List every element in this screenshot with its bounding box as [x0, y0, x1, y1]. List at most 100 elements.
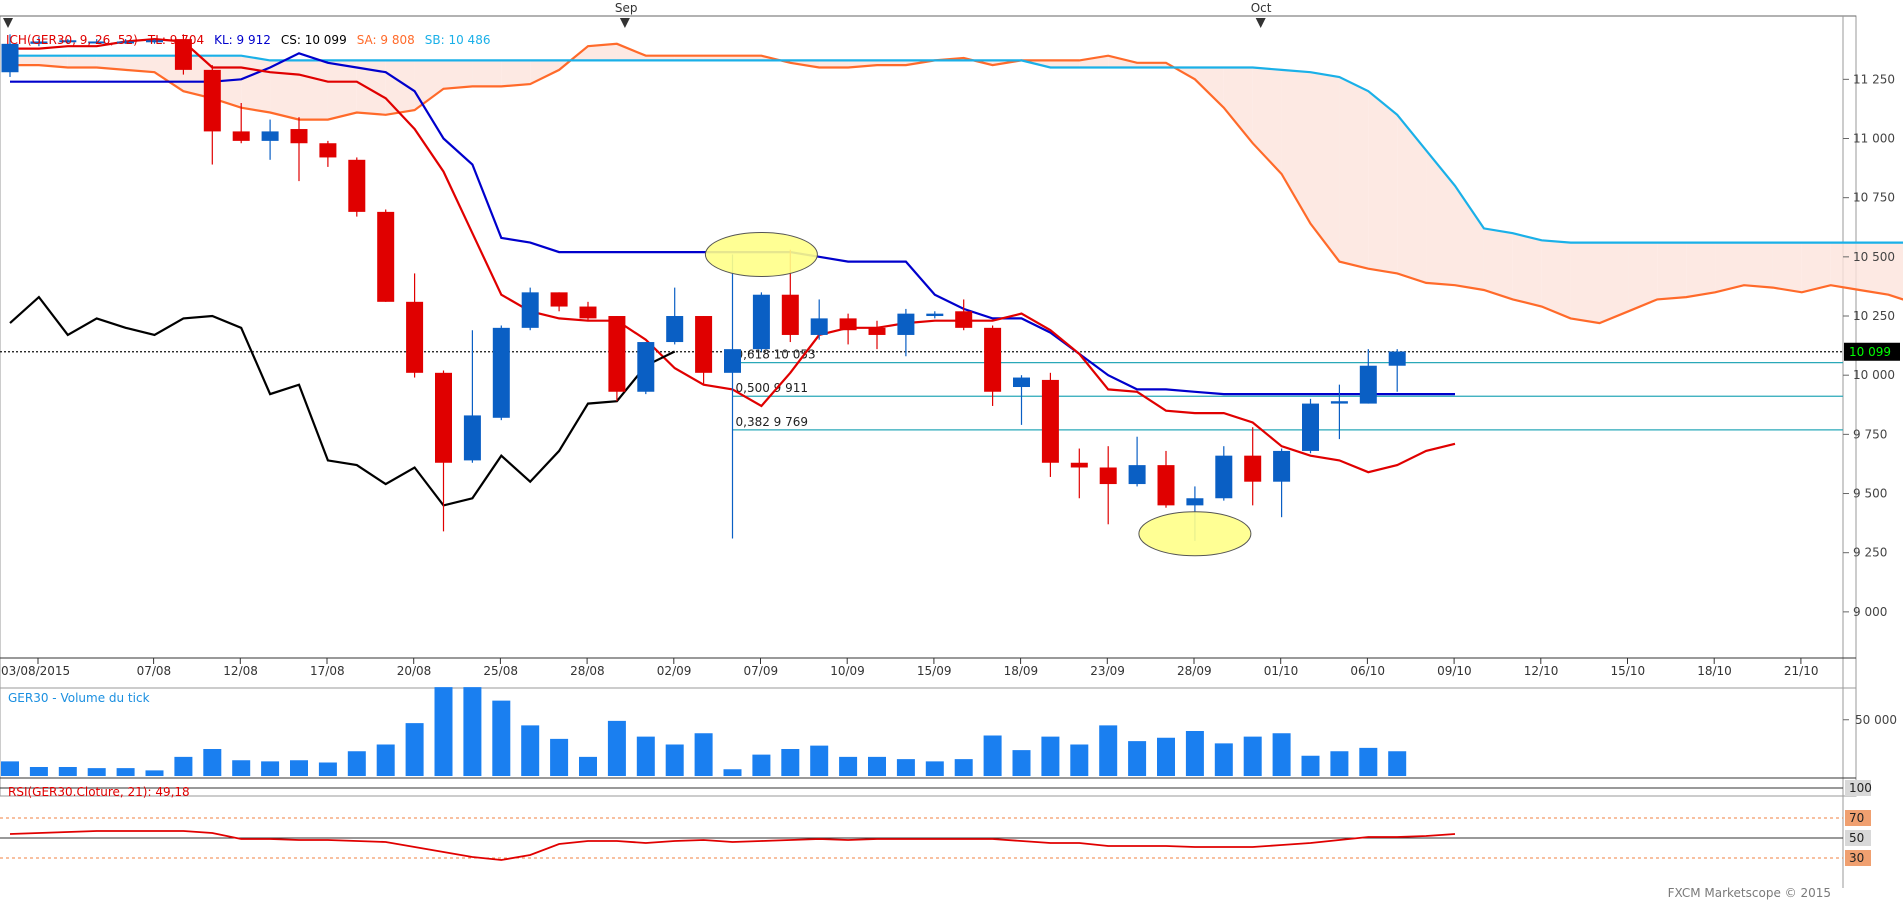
x-tick-label: 02/09: [657, 664, 692, 678]
cloud-segment: [444, 60, 473, 88]
candle-body: [1215, 456, 1232, 499]
x-tick-label: 12/08: [223, 664, 258, 678]
x-tick-label: 18/09: [1004, 664, 1039, 678]
volume-bar: [926, 761, 944, 776]
y-tick-label: 10 500: [1853, 250, 1895, 264]
volume-bar: [1128, 741, 1146, 776]
legend-entry: ICH(GER30, 9, 26, 52): [6, 33, 138, 47]
volume-bar: [810, 746, 828, 776]
candle-body: [204, 70, 221, 132]
volume-bar: [1388, 751, 1406, 776]
x-tick-label: 23/09: [1090, 664, 1125, 678]
volume-bar: [984, 736, 1002, 777]
volume-bar: [1099, 725, 1117, 776]
candle-body: [464, 415, 481, 460]
x-tick-label: 21/10: [1784, 664, 1819, 678]
volume-bar: [1302, 756, 1320, 776]
x-tick-label: 18/10: [1697, 664, 1732, 678]
highlight-ellipse: [1139, 512, 1251, 556]
candle-body: [2, 44, 19, 72]
cloud-segment: [270, 60, 299, 119]
cloud-segment: [1686, 243, 1715, 297]
candle-body: [1013, 378, 1030, 387]
volume-bar: [261, 761, 279, 776]
volume-bar: [752, 755, 770, 776]
footer-credit: FXCM Marketscope © 2015: [1668, 886, 1831, 900]
volume-bar: [1186, 731, 1204, 776]
x-tick-label: 28/08: [570, 664, 605, 678]
volume-bar: [897, 759, 915, 776]
candle-body: [319, 143, 336, 157]
y-tick-label: 11 250: [1853, 72, 1895, 86]
candle-body: [493, 328, 510, 418]
legend-entry: SB: 10 486: [425, 33, 491, 47]
cloud-segment: [1802, 243, 1831, 293]
cloud-segment: [1657, 243, 1686, 300]
candle-body: [551, 292, 568, 306]
volume-bar: [579, 757, 597, 776]
volume-bar: [406, 723, 424, 776]
volume-bar: [232, 760, 250, 776]
candle-body: [695, 316, 712, 373]
cloud-segment: [1484, 228, 1513, 299]
candle-body: [1158, 465, 1175, 505]
y-tick-label: 9 500: [1853, 487, 1887, 501]
candle-body: [262, 131, 279, 140]
volume-bar: [348, 751, 366, 776]
legend-entry: KL: 9 912: [214, 33, 271, 47]
volume-bar: [521, 725, 539, 776]
volume-bar: [88, 768, 106, 776]
candle-body: [840, 318, 857, 330]
legend-entry: SA: 9 808: [357, 33, 415, 47]
volume-bar: [1070, 745, 1088, 777]
candle-body: [1273, 451, 1290, 482]
candle-body: [233, 131, 250, 140]
candle-body: [724, 349, 741, 373]
volume-bar: [174, 757, 192, 776]
candle-body: [869, 328, 886, 335]
y-tick-label: 9 250: [1853, 546, 1887, 560]
y-tick-label: 9 750: [1853, 427, 1887, 441]
volume-bar: [1041, 737, 1059, 776]
cloud-segment: [1571, 243, 1600, 323]
volume-bar: [1215, 743, 1233, 776]
volume-bar: [550, 739, 568, 776]
volume-bar: [492, 701, 510, 776]
cloud-segment: [1542, 240, 1571, 318]
rsi-panel-title: RSI(GER30.Cloture, 21): 49,18: [8, 785, 190, 799]
volume-bar: [319, 763, 337, 777]
candle-body: [1360, 366, 1377, 404]
cloud-segment: [1773, 243, 1802, 293]
volume-bar: [695, 733, 713, 776]
volume-y-tick-label: 50 000: [1855, 713, 1897, 727]
candle-body: [1042, 380, 1059, 463]
x-tick-label: 12/10: [1524, 664, 1559, 678]
volume-bar: [1013, 750, 1031, 776]
cloud-segment: [1368, 91, 1397, 273]
candle-body: [435, 373, 452, 463]
x-tick-label: 25/08: [483, 664, 518, 678]
volume-bar: [146, 770, 164, 776]
volume-bar: [1330, 751, 1348, 776]
cloud-segment: [1600, 243, 1629, 323]
volume-bar: [839, 757, 857, 776]
volume-bar: [377, 745, 395, 777]
volume-bar: [59, 767, 77, 776]
x-tick-label: 06/10: [1350, 664, 1385, 678]
candle-body: [955, 311, 972, 328]
x-tick-label: 15/09: [917, 664, 952, 678]
candle-body: [1331, 401, 1348, 403]
candle-body: [1389, 352, 1406, 366]
candle-body: [811, 318, 828, 335]
volume-bar: [1273, 733, 1291, 776]
candle-body: [984, 328, 1001, 392]
volume-bar: [637, 737, 655, 776]
candle-body: [580, 307, 597, 319]
cloud-segment: [68, 56, 97, 68]
x-tick-label: 09/10: [1437, 664, 1472, 678]
y-tick-label: 10 000: [1853, 368, 1895, 382]
cloud-segment: [1513, 233, 1542, 306]
rsi-tick-label: 30: [1849, 851, 1864, 865]
x-tick-label: 17/08: [310, 664, 345, 678]
volume-bar: [1, 761, 19, 776]
